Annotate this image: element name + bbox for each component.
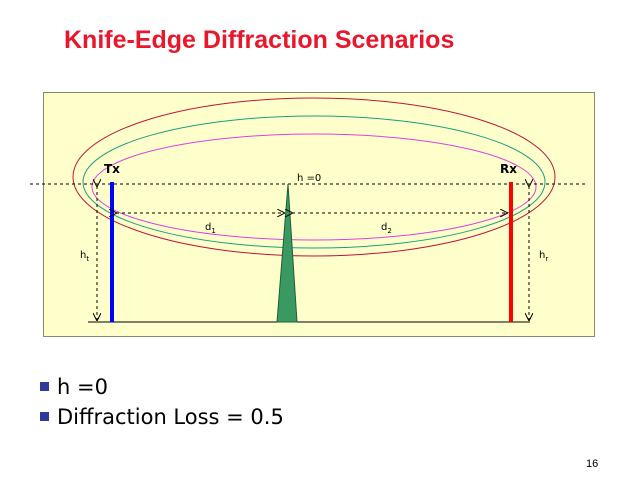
h-value-label: h =0: [297, 173, 321, 184]
bullet-text: Diffraction Loss = 0.5: [57, 405, 284, 429]
fresnel-zone-middle: [82, 115, 546, 249]
square-bullet-icon: [40, 412, 49, 421]
tx-label: Tx: [104, 162, 120, 176]
bullet-list: h =0 Diffraction Loss = 0.5: [40, 372, 284, 432]
ht-label: ht: [80, 250, 89, 263]
d2-label: d2: [381, 222, 392, 235]
fresnel-zone-outer: [72, 97, 556, 257]
bullet-item: h =0: [40, 372, 284, 402]
bullet-item: Diffraction Loss = 0.5: [40, 402, 284, 432]
hr-label: hr: [539, 250, 548, 263]
d1-label: d1: [205, 222, 216, 235]
knife-edge-obstacle: [276, 183, 298, 323]
slide-title: Knife-Edge Diffraction Scenarios: [64, 26, 455, 54]
page-number: 16: [586, 458, 599, 470]
fresnel-zone-inner: [91, 133, 537, 241]
square-bullet-icon: [40, 382, 49, 391]
bullet-text: h =0: [57, 375, 108, 399]
rx-label: Rx: [500, 162, 517, 176]
